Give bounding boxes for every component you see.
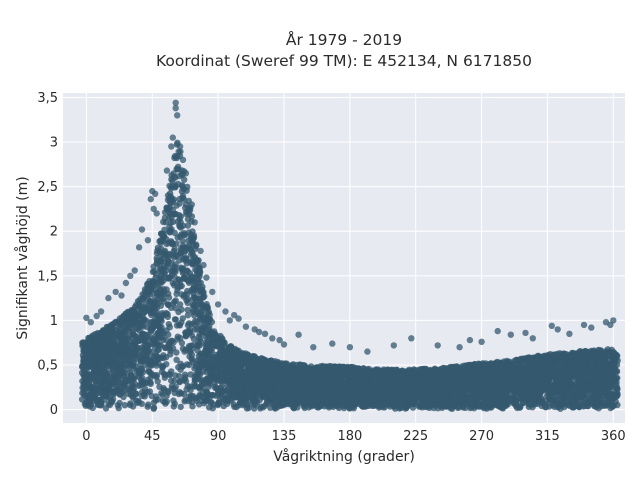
data-point [186,320,192,326]
data-point [171,403,177,409]
data-point [156,238,162,244]
data-point [160,385,166,391]
data-point [172,246,178,252]
data-point [170,397,176,403]
data-point [167,372,173,378]
data-point [160,355,166,361]
data-point [173,241,179,247]
data-point [167,351,173,357]
data-point [203,339,209,345]
data-point [150,278,156,284]
data-point [402,405,408,411]
data-point [178,404,184,410]
data-point [176,200,182,206]
data-point [206,404,212,410]
